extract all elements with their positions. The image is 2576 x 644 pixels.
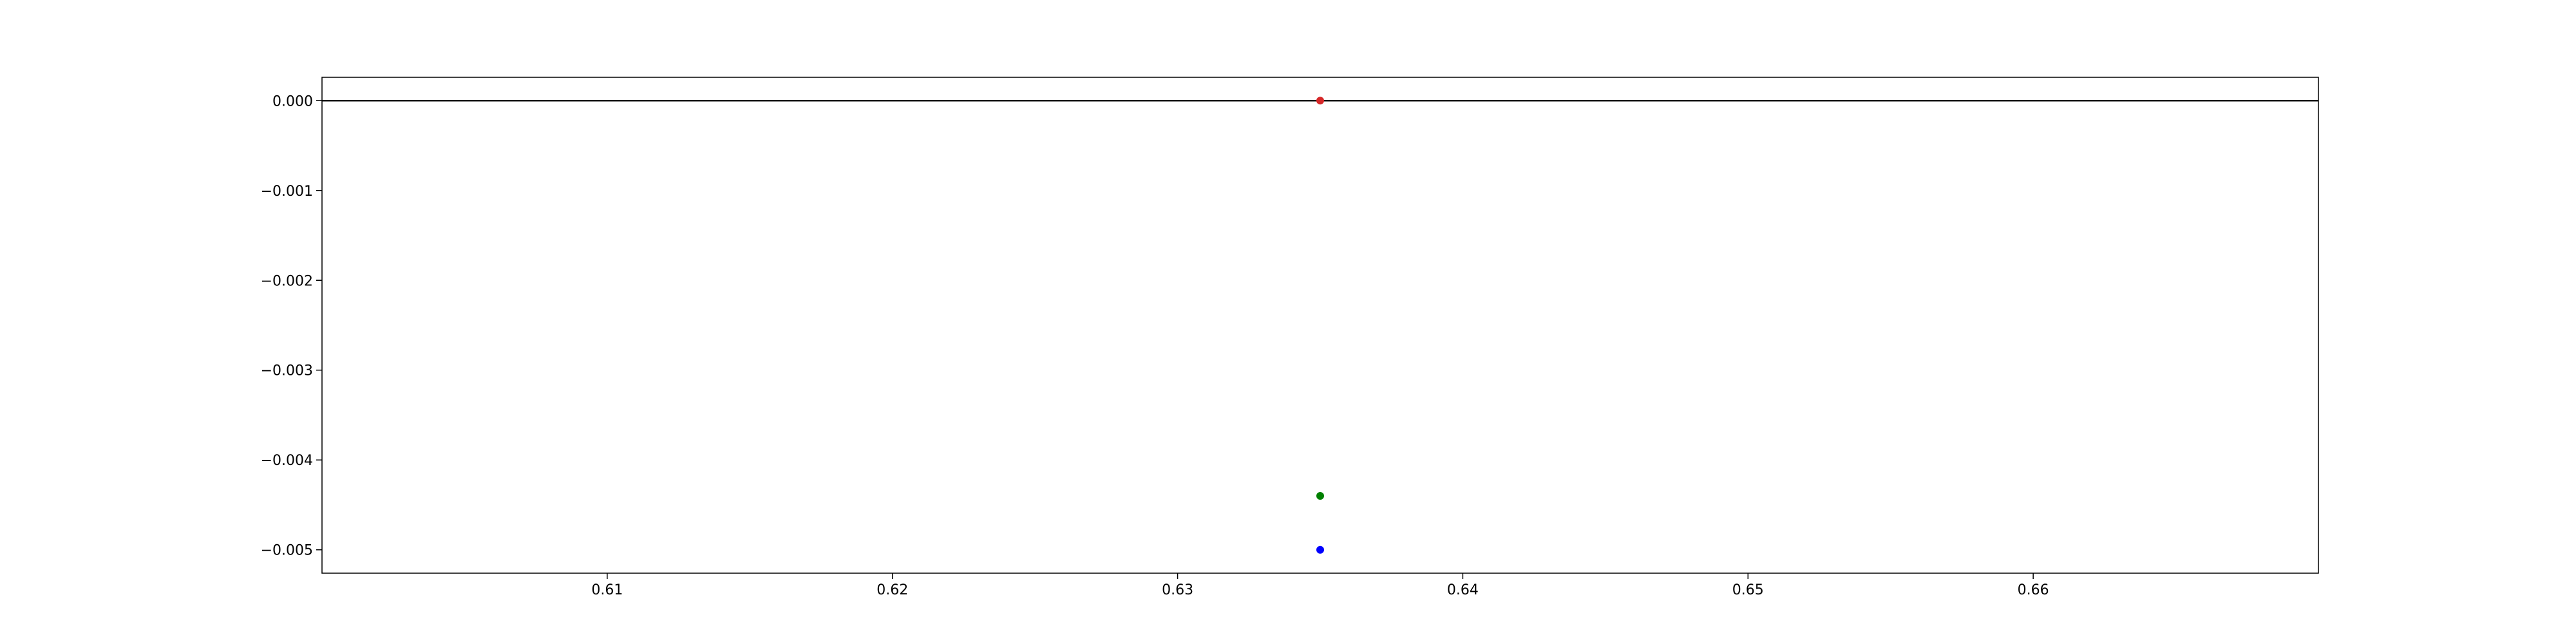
x-tick-label: 0.66 <box>2018 582 2049 598</box>
x-axis-ticks: 0.61 0.62 0.63 0.64 0.65 0.66 <box>591 573 2049 598</box>
scatter-point-1 <box>1316 97 1324 105</box>
x-tick-label: 0.61 <box>591 582 623 598</box>
scatter-point-2 <box>1316 492 1324 500</box>
y-axis-ticks: 0.000 −0.001 −0.002 −0.003 −0.004 −0.005 <box>261 93 322 559</box>
x-tick-label: 0.63 <box>1162 582 1193 598</box>
y-tick-label: −0.004 <box>261 453 313 469</box>
y-tick-label: 0.000 <box>272 93 313 109</box>
data-points <box>1316 97 1324 554</box>
x-tick-label: 0.64 <box>1447 582 1479 598</box>
y-tick-label: −0.001 <box>261 184 313 200</box>
scatter-point-3 <box>1316 545 1324 554</box>
y-tick-label: −0.003 <box>261 363 313 379</box>
x-tick-label: 0.62 <box>876 582 908 598</box>
x-tick-label: 0.65 <box>1732 582 1764 598</box>
y-tick-label: −0.005 <box>261 543 313 559</box>
y-tick-label: −0.002 <box>261 273 313 289</box>
plot-area <box>321 77 2319 574</box>
